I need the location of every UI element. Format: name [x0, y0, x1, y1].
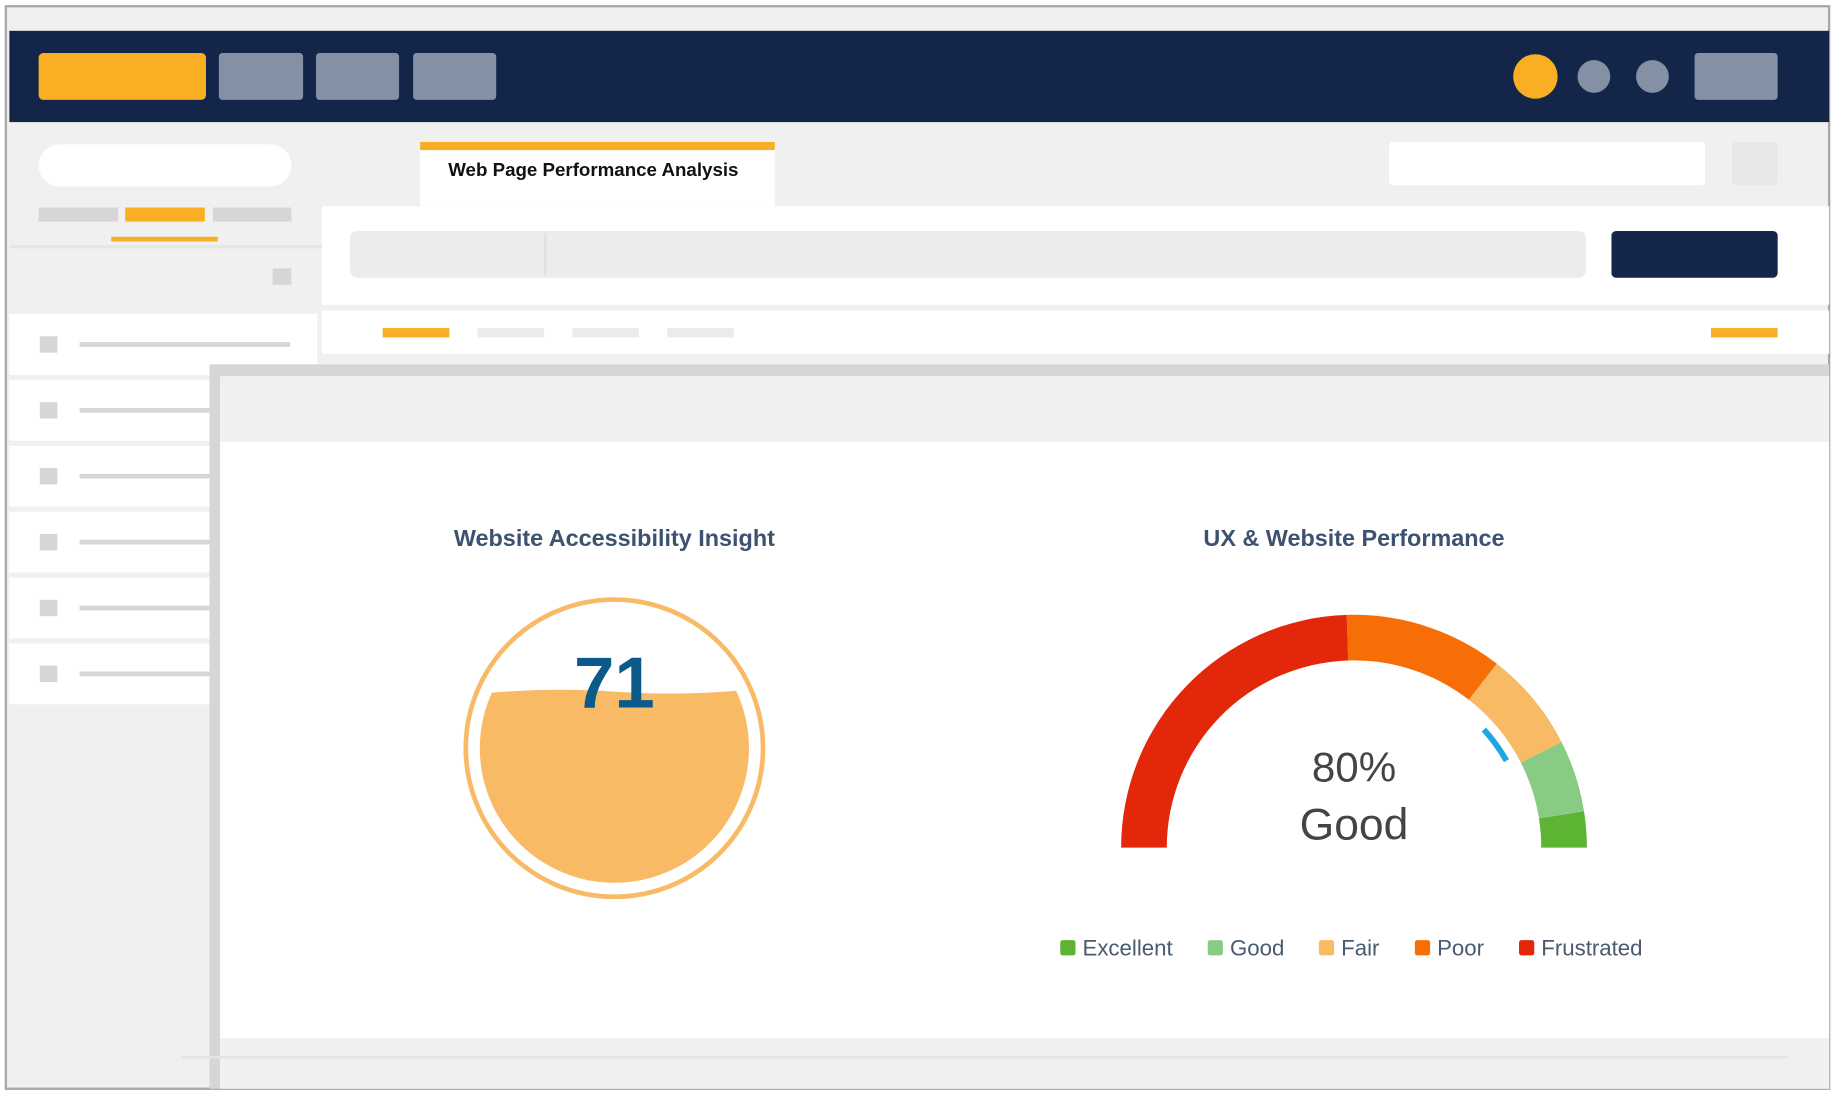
- liquid-fill: [479, 689, 749, 883]
- gauge-value: 71: [574, 643, 655, 724]
- submit-button[interactable]: [1611, 230, 1778, 278]
- legend-label[interactable]: Poor: [1437, 935, 1485, 960]
- row-icon: [39, 402, 58, 419]
- overlay-header: [220, 376, 1830, 442]
- legend-swatch[interactable]: [1207, 940, 1223, 956]
- icon-button[interactable]: [1732, 141, 1778, 186]
- row-line: [79, 408, 291, 413]
- legend-swatch[interactable]: [1519, 940, 1535, 956]
- gauge-segment: [1538, 811, 1587, 848]
- nav-button[interactable]: [413, 53, 497, 100]
- legend-swatch[interactable]: [1318, 940, 1335, 956]
- icon-button[interactable]: [1513, 54, 1558, 99]
- row-line: [79, 539, 291, 545]
- toolbar-item[interactable]: [477, 328, 545, 338]
- gauge-segment: [1121, 614, 1349, 848]
- charts: Website Accessibility Insight 71 UX & Webs…: [454, 525, 1643, 960]
- filter-input[interactable]: [349, 230, 1586, 278]
- chart-title: UX & Website Performance: [1203, 525, 1504, 551]
- overlay-footer: [220, 1038, 1830, 1089]
- row-line: [79, 605, 291, 611]
- toolbar-item[interactable]: [667, 328, 734, 338]
- tab-underline: [111, 236, 218, 242]
- row-icon: [39, 468, 58, 485]
- row-icon: [39, 336, 58, 353]
- legend-label[interactable]: Fair: [1341, 935, 1380, 960]
- row-line: [79, 671, 291, 677]
- gauge-value: 80%: [1312, 744, 1396, 791]
- sidebar-tab[interactable]: [38, 207, 119, 222]
- gauge-segment: [1520, 741, 1585, 819]
- gauge-segment: [1468, 663, 1562, 763]
- divider: [181, 1055, 1788, 1059]
- row-line: [79, 342, 291, 347]
- divider: [544, 233, 547, 276]
- legend-label[interactable]: Good: [1230, 935, 1284, 960]
- row-icon: [39, 533, 58, 551]
- tab-indicator: [420, 141, 775, 151]
- sidebar-search[interactable]: [38, 144, 292, 187]
- toolbar: [321, 310, 1830, 354]
- chart-title: Website Accessibility Insight: [454, 525, 775, 551]
- sidebar-tab[interactable]: [125, 207, 205, 222]
- tab[interactable]: [420, 150, 775, 207]
- row-line: [79, 473, 291, 479]
- icon-button[interactable]: [1577, 60, 1611, 93]
- toolbar-item[interactable]: [1710, 328, 1778, 338]
- row-icon: [39, 665, 58, 683]
- gauge-rating: Good: [1300, 801, 1409, 850]
- nav-button[interactable]: [1694, 53, 1778, 100]
- sidebar-icon[interactable]: [272, 268, 292, 285]
- row-icon: [39, 599, 58, 617]
- tab-title: Web Page Performance Analysis: [448, 159, 738, 180]
- legend-swatch[interactable]: [1414, 940, 1431, 956]
- gauge-segment: [1346, 614, 1497, 700]
- toolbar-item[interactable]: [382, 328, 450, 338]
- icon-button[interactable]: [1636, 60, 1669, 93]
- toolbar-item[interactable]: [572, 328, 639, 338]
- gauge-marker: [1481, 727, 1510, 763]
- nav-button[interactable]: [315, 53, 400, 100]
- legend-label[interactable]: Excellent: [1083, 935, 1174, 960]
- divider: [9, 244, 322, 249]
- nav-button[interactable]: [38, 53, 206, 100]
- search-box[interactable]: [1389, 141, 1706, 186]
- legend-label[interactable]: Frustrated: [1541, 935, 1642, 960]
- sidebar-tab[interactable]: [212, 207, 292, 222]
- nav-button[interactable]: [218, 53, 304, 100]
- legend-swatch[interactable]: [1060, 940, 1076, 956]
